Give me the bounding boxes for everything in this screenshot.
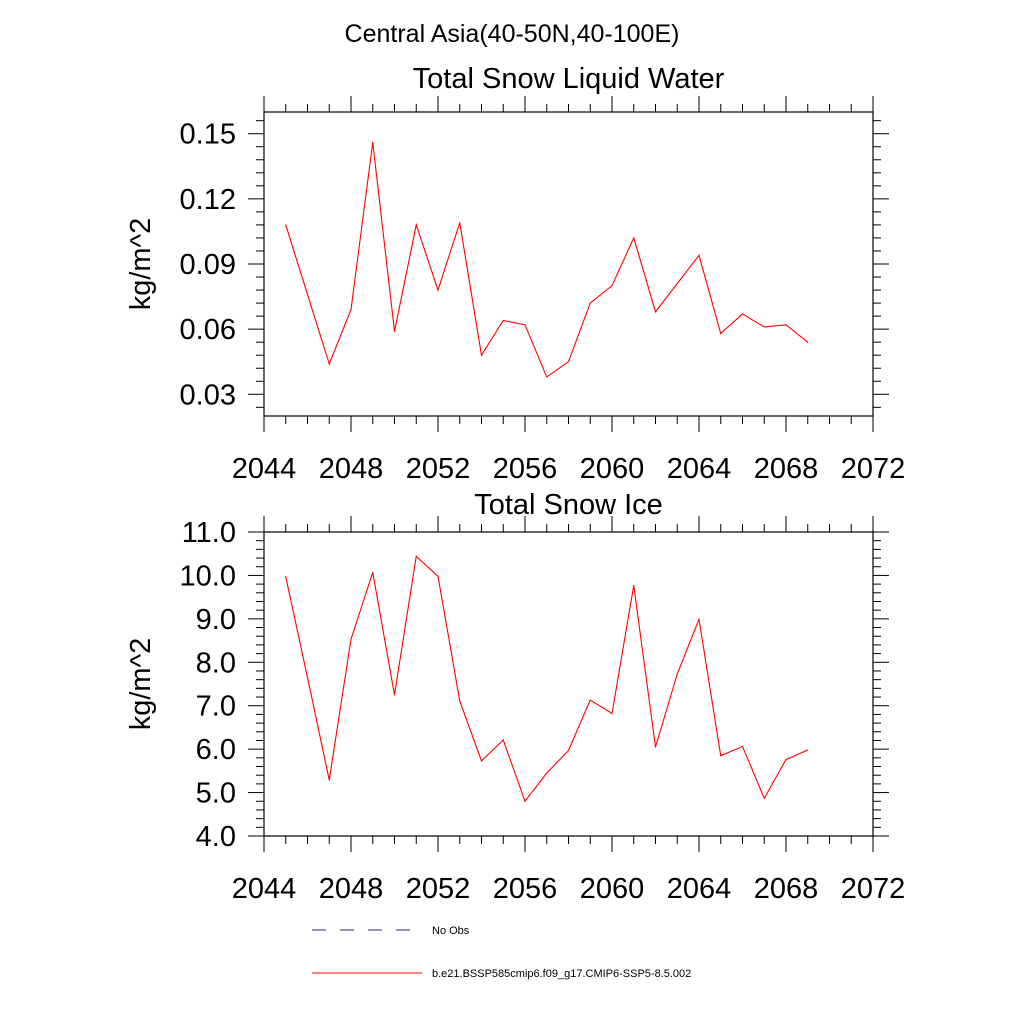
x-tick-label: 2056 [493,873,558,905]
series-point [480,354,483,356]
y-tick-label: 5.0 [196,778,236,810]
series-point [393,694,396,696]
series-point [328,779,330,781]
x-tick-label: 2052 [406,453,471,485]
series-point [393,330,396,332]
series-point [328,363,330,365]
series-point [372,141,374,143]
series-point [741,313,744,315]
x-tick-label: 2044 [232,873,297,905]
chart-title: Total Snow Ice [474,489,663,521]
series-point [763,326,765,328]
y-tick-label: 10.0 [180,560,236,592]
legend-obs-label: No Obs [432,925,470,937]
series-point [589,302,591,304]
series-point [720,755,722,757]
x-tick-label: 2064 [667,873,732,905]
y-tick-label: 9.0 [196,604,236,636]
series-point [785,758,787,761]
series-point [437,575,439,577]
chart-panel-1: Total Snow Liquid Water kg/m^2 2044 2048 205… [125,63,905,485]
plot-frame [263,531,874,837]
series-point [741,745,744,748]
x-tick-label: 2060 [580,453,645,485]
y-tick-label: 7.0 [196,691,236,723]
x-tick-label: 2060 [580,873,645,905]
series-point [611,285,613,287]
series-point [372,571,374,573]
series-line [285,142,809,378]
series-point [676,673,678,675]
x-tick-label: 2052 [406,873,471,905]
legend: No Obs b.e21.BSSP585cmip6.f09_g17.CMIP6-… [312,925,691,980]
series-point [654,746,657,748]
series-point [350,309,352,311]
series-point [567,361,570,363]
y-tick-label: 6.0 [196,734,236,766]
x-tick-label: 2044 [232,453,297,485]
series-point [807,341,809,343]
series-point [589,699,591,701]
series-point [415,224,417,226]
series-point [763,797,765,799]
y-tick-label: 0.03 [180,379,236,411]
series-point [654,311,657,313]
series-point [459,222,461,224]
series-point [306,293,309,295]
series-point [415,555,417,557]
plot-frame [263,111,874,417]
series-point [524,324,526,326]
series-point [633,237,635,239]
y-tick-label: 11.0 [182,517,236,549]
x-tick-label: 2048 [319,873,384,905]
series-line [285,555,808,803]
series-point [459,700,461,702]
x-tick-label: 2056 [493,453,558,485]
series-point [546,772,548,774]
series-point [502,319,504,322]
series-point [698,254,700,256]
series-point [437,289,439,291]
x-tick-label: 2068 [754,453,819,485]
series-point [785,324,787,326]
series-point [546,376,548,378]
x-tick-label: 2064 [667,453,732,485]
figure-suptitle: Central Asia(40-50N,40-100E) [345,20,680,48]
series-point [480,760,483,762]
legend-model-label: b.e21.BSSP585cmip6.f09_g17.CMIP6-SSP5-8.… [432,968,691,980]
y-axis-label: kg/m^2 [125,218,157,311]
y-tick-label: 0.06 [180,314,236,346]
series-point [807,749,809,751]
chart-panel-2: Total Snow Ice kg/m^2 2044 2048 2052 2056 2060… [125,489,905,905]
series-point [611,712,613,715]
series-point [633,584,635,587]
series-point [502,739,504,741]
y-tick-label: 0.12 [180,184,236,216]
x-tick-label: 2072 [841,873,906,905]
y-tick-label: 4.0 [196,821,236,853]
series-point [524,800,526,802]
series-point [567,749,570,752]
series-point [350,638,352,640]
chart-title: Total Snow Liquid Water [413,63,725,95]
y-tick-label: 0.09 [180,249,236,281]
series-point [285,576,287,578]
x-tick-label: 2072 [841,453,906,485]
y-tick-label: 8.0 [196,647,236,679]
series-point [285,224,287,226]
series-point [698,618,700,620]
series-point [306,676,309,679]
series-point [720,332,722,335]
y-axis-label: kg/m^2 [125,638,157,731]
x-tick-label: 2068 [754,873,819,905]
series-point [676,282,678,285]
y-tick-label: 0.15 [180,119,236,151]
x-tick-label: 2048 [319,453,384,485]
